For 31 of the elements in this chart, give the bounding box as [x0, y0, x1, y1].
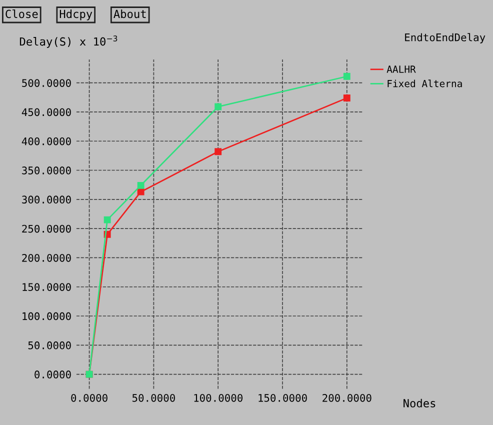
- y-tick-label: 300.0000: [22, 196, 71, 204]
- point: [104, 216, 111, 224]
- x-axis-title: Nodes: [404, 398, 436, 408]
- text: EndtoEndDelay: [405, 33, 486, 44]
- point: [214, 148, 222, 156]
- y-tick-label: 500.0000: [22, 79, 71, 87]
- y-tick-label: 100.0000: [22, 312, 71, 320]
- y-tick-label: 350.0000: [22, 166, 71, 174]
- y-tick-label: 450.0000: [22, 108, 71, 116]
- y-tick-label: 250.0000: [22, 224, 71, 233]
- y-tick-label: 200.0000: [22, 254, 71, 262]
- legend-label: Fixed Alterna: [388, 80, 462, 88]
- point: [343, 94, 350, 102]
- y-tick-label: 150.0000: [22, 283, 71, 291]
- text: Hdcpy: [60, 10, 92, 20]
- x-tick-label: 150.0000: [258, 394, 307, 402]
- x-tick-label: 200.0000: [322, 394, 372, 402]
- point: [137, 188, 144, 196]
- x-tick-label: 100.0000: [194, 394, 243, 402]
- y-axis-title: Delay(S) x 10$^{−3}$: [20, 36, 118, 48]
- x-tick-label: 50.0000: [132, 394, 175, 402]
- y-tick-label: 400.0000: [22, 137, 71, 146]
- legend-label: AALHR: [386, 66, 416, 73]
- point: [214, 103, 222, 110]
- x-tick-label: 0.0000: [71, 394, 108, 402]
- text: About: [114, 10, 146, 18]
- point: [137, 182, 144, 189]
- y-tick-label: 50.0000: [28, 341, 71, 350]
- point: [343, 72, 350, 80]
- text: Close: [6, 9, 38, 18]
- y-tick-label: 0.0000: [34, 370, 71, 378]
